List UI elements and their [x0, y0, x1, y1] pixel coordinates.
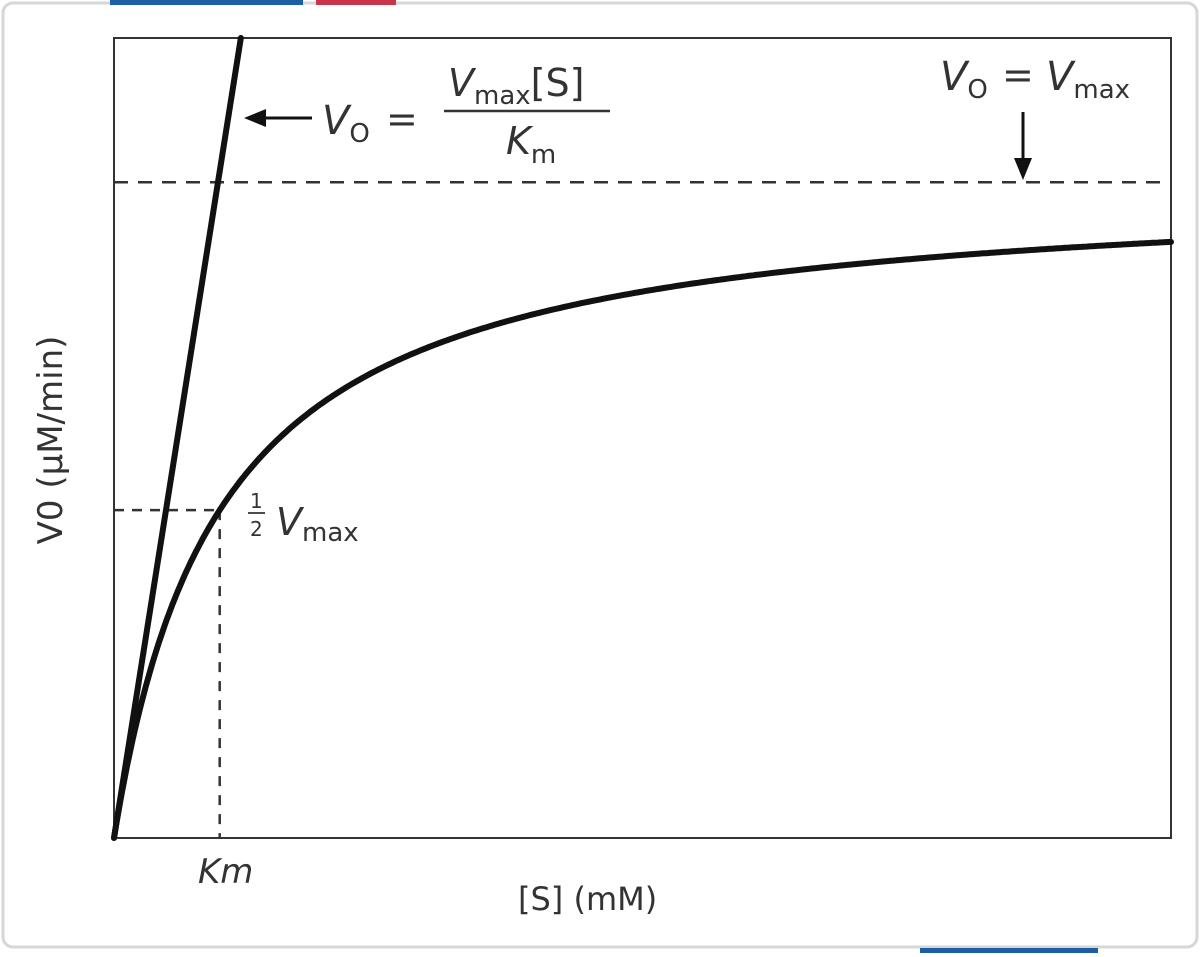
michaelis-menten-curve: [111, 238, 1174, 841]
vmax-eq-equals: =: [1002, 53, 1034, 97]
slope-eq-denominator-sub: m: [531, 140, 556, 170]
y-axis-label: V0 (μM/min): [31, 336, 71, 545]
slope-eq-numerator-tail: [S]: [531, 61, 585, 105]
slope-eq-lhs-sub: O: [349, 119, 369, 149]
slope-eq-denominator: K: [506, 119, 534, 163]
vmax-eq-rhs: V: [1046, 54, 1076, 100]
svg-text:Vmax[S]: Vmax[S]: [448, 61, 584, 111]
slope-eq-numerator: V: [448, 61, 477, 105]
slope-eq-numerator-sub: max: [474, 81, 531, 111]
accent-bar-top-red: [316, 0, 396, 5]
plot-frame: [113, 37, 1172, 839]
svg-text:Vmax: Vmax: [1046, 54, 1130, 105]
vmax-eq-rhs-sub: max: [1073, 75, 1130, 105]
x-tick-label-km: Km: [198, 852, 253, 892]
half-vmax-v: V: [276, 500, 305, 544]
svg-text:Km: Km: [506, 119, 556, 170]
slope-equation: VO = Vmax[S] Km: [322, 61, 610, 170]
vmax-arrow: [1014, 112, 1032, 180]
slope-eq-lhs: V: [322, 98, 352, 144]
vmax-eq-lhs-sub: O: [967, 75, 987, 105]
x-axis-label: [S] (mM): [518, 880, 657, 918]
svg-text:Vmax: Vmax: [276, 500, 359, 548]
slope-eq-equals: =: [386, 97, 418, 141]
vmax-eq-lhs: V: [940, 54, 970, 100]
svg-text:VO: VO: [322, 98, 370, 149]
initial-slope-line: [111, 35, 244, 841]
vmax-equation: VO = Vmax: [940, 53, 1130, 180]
half-vmax-label: 1 2 Vmax: [248, 489, 359, 548]
svg-text:VO: VO: [940, 54, 988, 105]
half-denominator: 2: [250, 517, 263, 541]
accent-bar-bottom: [920, 948, 1098, 953]
accent-bar-top-left: [110, 0, 303, 5]
half-vmax-sub: max: [302, 518, 359, 548]
slope-arrow: [244, 109, 312, 127]
half-numerator: 1: [250, 489, 263, 513]
